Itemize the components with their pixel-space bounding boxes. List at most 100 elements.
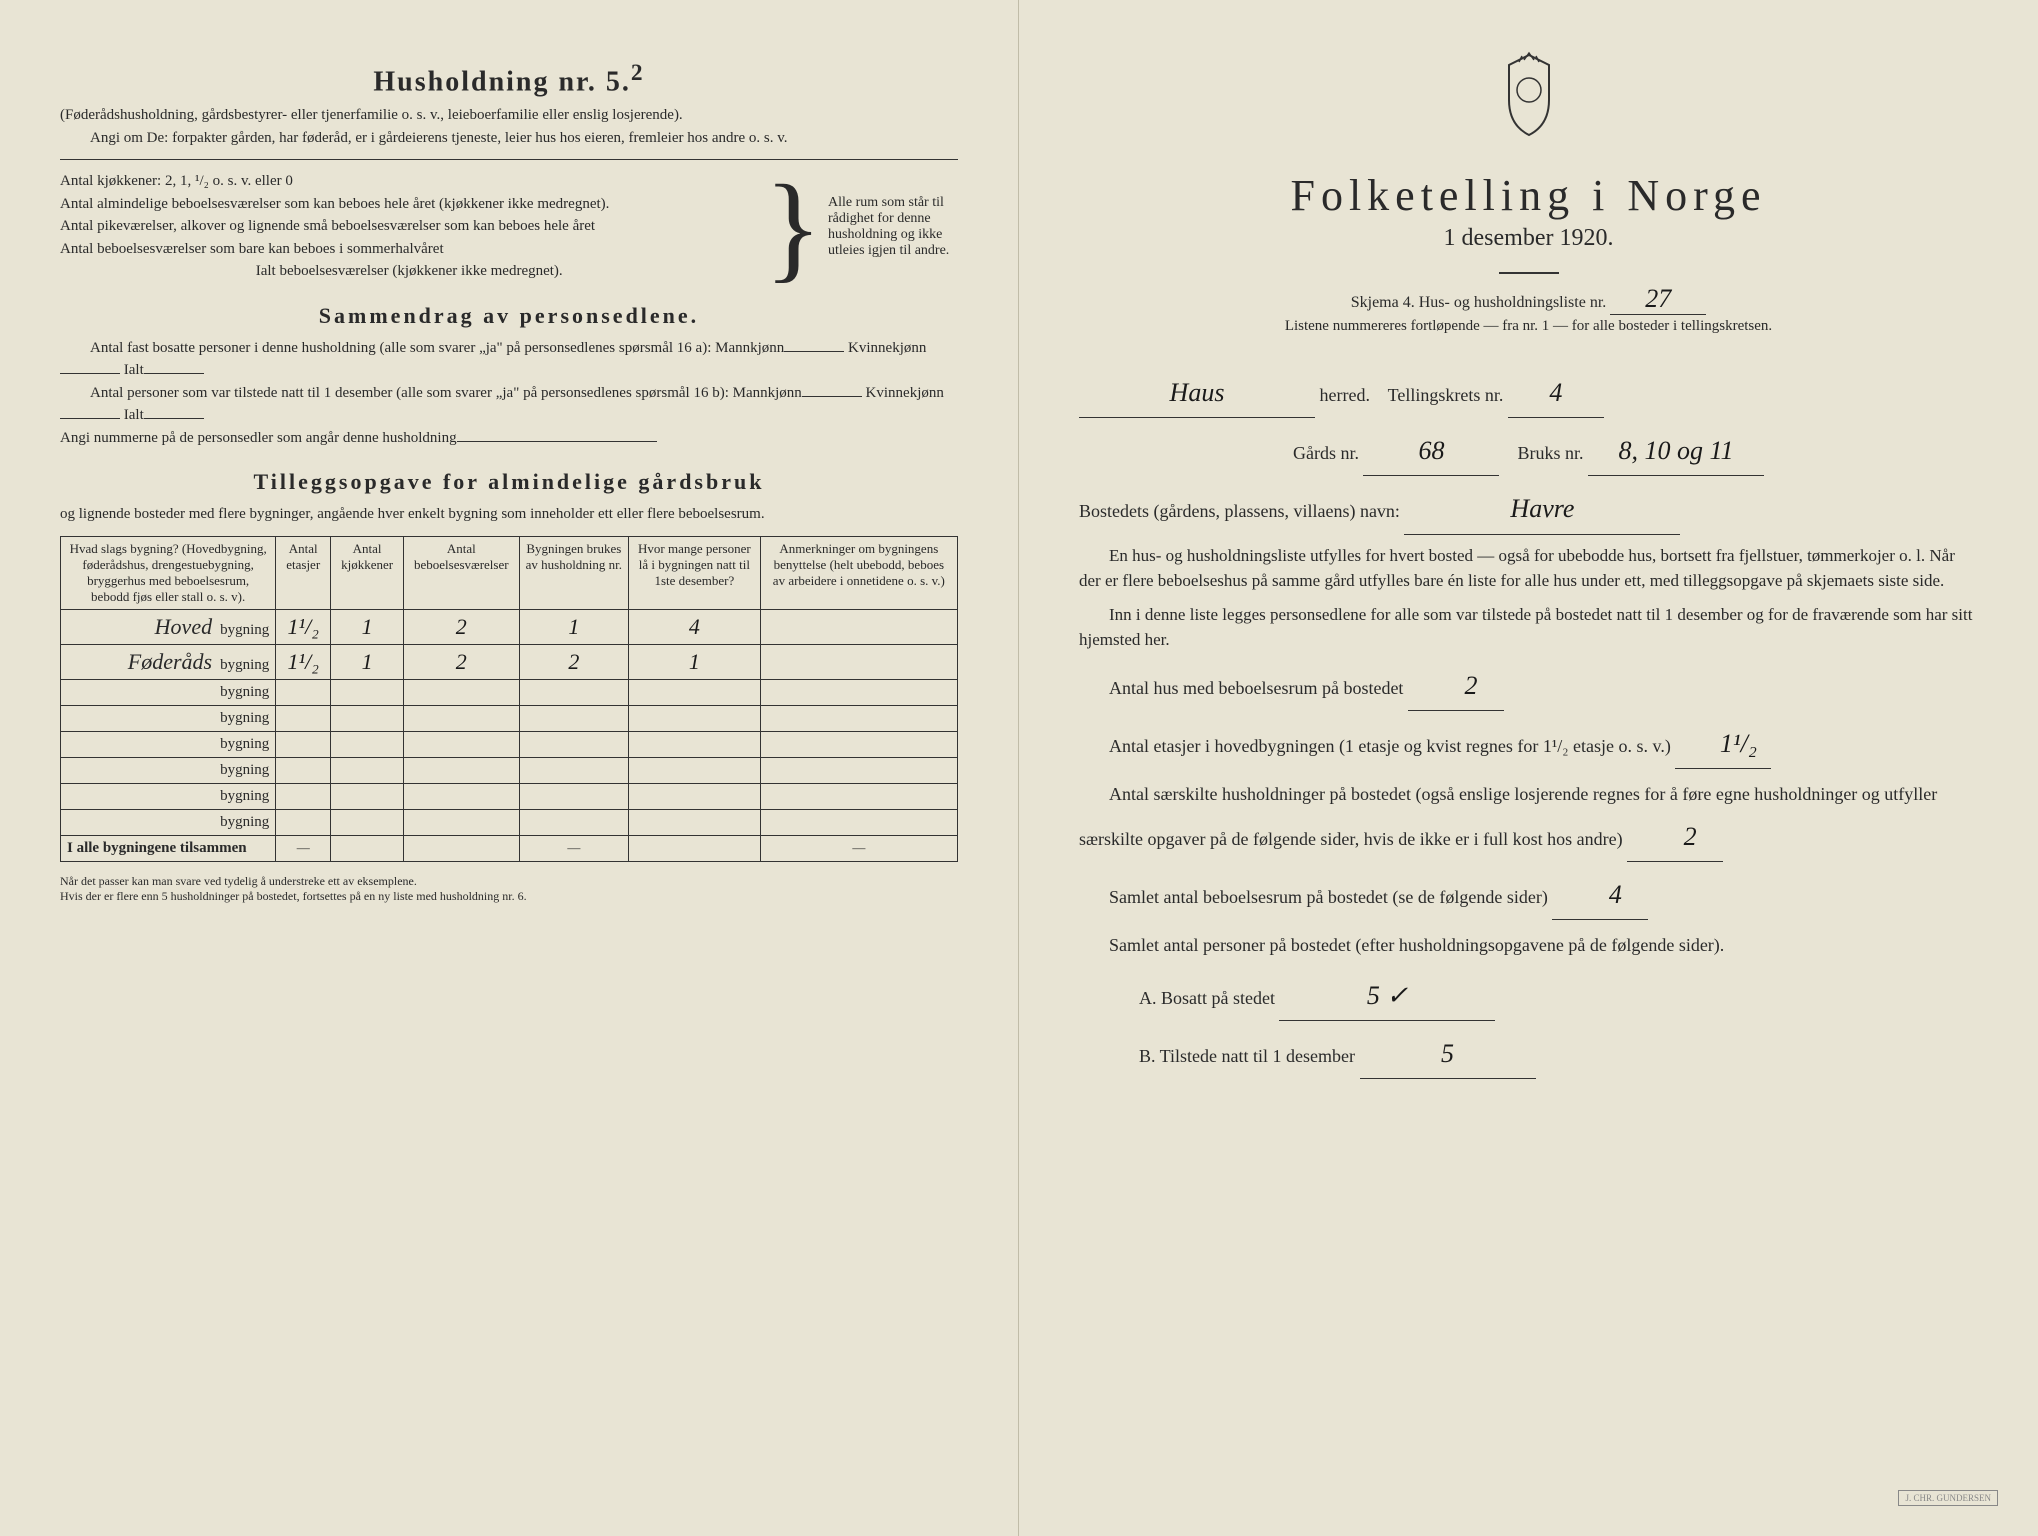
- q-pers-b: B. Tilstede natt til 1 desember 5: [1079, 1029, 1978, 1079]
- q-pers: Samlet antal personer på bostedet (efter…: [1079, 928, 1978, 962]
- table-cell: [760, 757, 957, 783]
- table-cell: [760, 679, 957, 705]
- table-cell: [629, 783, 761, 809]
- v-etasjer: 1¹/₂: [1675, 719, 1771, 769]
- krets-label: Tellingskrets nr.: [1388, 385, 1504, 405]
- intro1: (Føderådshusholdning, gårdsbestyrer- ell…: [60, 104, 958, 127]
- table-cell: [519, 757, 629, 783]
- table-cell: [331, 809, 404, 835]
- bracket-text: Alle rum som står til rådighet for denne…: [828, 195, 958, 259]
- tillegg-title: Tilleggsopgave for almindelige gårdsbruk: [60, 469, 958, 495]
- table-cell: [519, 731, 629, 757]
- table-cell: 4: [629, 609, 761, 644]
- table-row: bygning: [61, 757, 958, 783]
- table-cell: [519, 679, 629, 705]
- bosted-line: Bostedets (gårdens, plassens, villaens) …: [1079, 484, 1978, 534]
- title-sub: 1 desember 1920.: [1079, 225, 1978, 252]
- table-cell: [760, 644, 957, 679]
- row-type: bygning: [61, 679, 276, 705]
- table-cell: [519, 809, 629, 835]
- line-rooms1: Antal almindelige beboelsesværelser som …: [60, 193, 758, 216]
- herred-name: Haus: [1079, 368, 1315, 418]
- table-cell: [760, 809, 957, 835]
- line-rooms3: Antal beboelsesværelser som bare kan beb…: [60, 238, 758, 261]
- q-pers-a: A. Bosatt på stedet 5 ✓: [1079, 971, 1978, 1021]
- table-cell: [276, 809, 331, 835]
- schema-line: Skjema 4. Hus- og husholdningsliste nr. …: [1079, 284, 1978, 315]
- row-type: Hovedbygning: [61, 609, 276, 644]
- title-main: Folketelling i Norge: [1079, 170, 1978, 221]
- summary-line3: Angi nummerne på de personsedler som ang…: [60, 427, 958, 450]
- left-footnote: Når det passer kan man svare ved tydelig…: [60, 874, 958, 904]
- title-block: Folketelling i Norge 1 desember 1920. Sk…: [1079, 50, 1978, 338]
- bruks-nr: 8, 10 og 11: [1588, 426, 1764, 476]
- th-kjokken: Antal kjøkkener: [331, 536, 404, 609]
- table-cell: [331, 679, 404, 705]
- th-personer: Hvor mange personer lå i bygningen natt …: [629, 536, 761, 609]
- table-cell: 1: [331, 609, 404, 644]
- table-cell: [519, 705, 629, 731]
- th-etasjer: Antal etasjer: [276, 536, 331, 609]
- footer-cell: [629, 835, 761, 861]
- th-brukes: Bygningen brukes av husholdning nr.: [519, 536, 629, 609]
- table-cell: 1: [331, 644, 404, 679]
- footer-cell: —: [276, 835, 331, 861]
- krets-nr: 4: [1508, 368, 1604, 418]
- table-cell: [760, 731, 957, 757]
- row-type: bygning: [61, 809, 276, 835]
- gards-nr: 68: [1363, 426, 1499, 476]
- herred-label: herred.: [1320, 385, 1370, 405]
- table-cell: [331, 731, 404, 757]
- table-cell: [276, 757, 331, 783]
- table-header-row: Hvad slags bygning? (Hovedbygning, føder…: [61, 536, 958, 609]
- footer-label: I alle bygningene tilsammen: [61, 835, 276, 861]
- table-cell: [404, 705, 520, 731]
- footer-cell: [404, 835, 520, 861]
- footer-cell: —: [760, 835, 957, 861]
- table-cell: 2: [519, 644, 629, 679]
- table-footer-row: I alle bygningene tilsammen — — —: [61, 835, 958, 861]
- bruks-label: Bruks nr.: [1517, 443, 1583, 463]
- row-type: bygning: [61, 705, 276, 731]
- table-row: bygning: [61, 705, 958, 731]
- para2: Inn i denne liste legges personsedlene f…: [1079, 602, 1978, 653]
- v-pers-b: 5: [1360, 1029, 1536, 1079]
- table-row: bygning: [61, 809, 958, 835]
- table-cell: 2: [404, 644, 520, 679]
- tillegg-sub: og lignende bosteder med flere bygninger…: [60, 503, 958, 526]
- q-hush: Antal særskilte husholdninger på bostede…: [1079, 777, 1978, 862]
- printer-stamp: J. CHR. GUNDERSEN: [1898, 1490, 1998, 1506]
- table-cell: [629, 731, 761, 757]
- right-page: Folketelling i Norge 1 desember 1920. Sk…: [1019, 0, 2038, 1536]
- summary-line2: Antal personer som var tilstede natt til…: [60, 382, 958, 427]
- summary-title: Sammendrag av personsedlene.: [60, 303, 958, 329]
- crest-icon: [1494, 50, 1564, 140]
- row-type: bygning: [61, 757, 276, 783]
- q-hus: Antal hus med beboelsesrum på bostedet 2: [1079, 661, 1978, 711]
- table-cell: [519, 783, 629, 809]
- bosted-label: Bostedets (gårdens, plassens, villaens) …: [1079, 501, 1400, 521]
- table-cell: [629, 757, 761, 783]
- herred-line: Haus herred. Tellingskrets nr. 4: [1079, 368, 1978, 418]
- room-bracket-block: Antal kjøkkener: 2, 1, ¹/₂ o. s. v. elle…: [60, 170, 958, 283]
- table-cell: [276, 731, 331, 757]
- th-type: Hvad slags bygning? (Hovedbygning, føder…: [61, 536, 276, 609]
- table-row: bygning: [61, 679, 958, 705]
- row-type: bygning: [61, 783, 276, 809]
- table-row: Føderådsbygning1¹/₂1221: [61, 644, 958, 679]
- table-cell: [404, 679, 520, 705]
- para1: En hus- og husholdningsliste utfylles fo…: [1079, 543, 1978, 594]
- row-type: Føderådsbygning: [61, 644, 276, 679]
- v-hus: 2: [1408, 661, 1504, 711]
- table-cell: 1¹/₂: [276, 644, 331, 679]
- summary-line1: Antal fast bosatte personer i denne hush…: [60, 337, 958, 382]
- row-type: bygning: [61, 731, 276, 757]
- footer-cell: [331, 835, 404, 861]
- table-cell: 1: [519, 609, 629, 644]
- table-cell: [760, 609, 957, 644]
- footer-cell: —: [519, 835, 629, 861]
- table-cell: 1: [629, 644, 761, 679]
- table-cell: [629, 809, 761, 835]
- table-cell: [276, 679, 331, 705]
- schema-nr: 27: [1610, 284, 1706, 315]
